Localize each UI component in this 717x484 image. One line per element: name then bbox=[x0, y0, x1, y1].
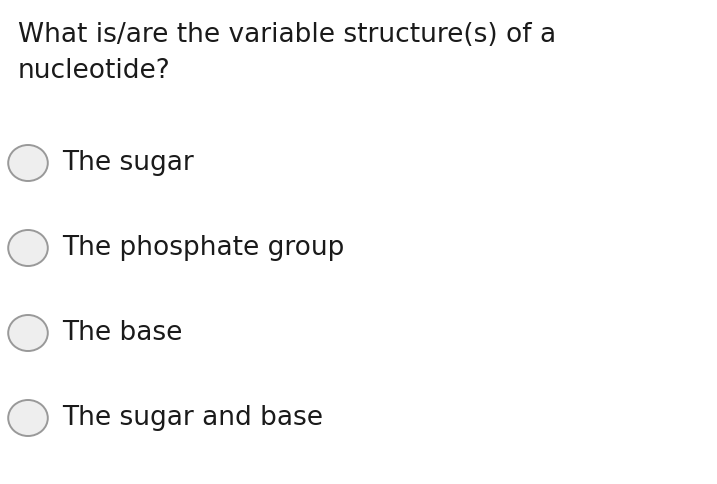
Ellipse shape bbox=[8, 315, 48, 351]
Text: nucleotide?: nucleotide? bbox=[18, 58, 171, 84]
Text: The sugar: The sugar bbox=[62, 150, 194, 176]
Text: The base: The base bbox=[62, 320, 182, 346]
Ellipse shape bbox=[8, 400, 48, 436]
Text: The sugar and base: The sugar and base bbox=[62, 405, 323, 431]
Text: What is/are the variable structure(s) of a: What is/are the variable structure(s) of… bbox=[18, 22, 556, 48]
Ellipse shape bbox=[8, 230, 48, 266]
Text: The phosphate group: The phosphate group bbox=[62, 235, 344, 261]
Ellipse shape bbox=[8, 145, 48, 181]
